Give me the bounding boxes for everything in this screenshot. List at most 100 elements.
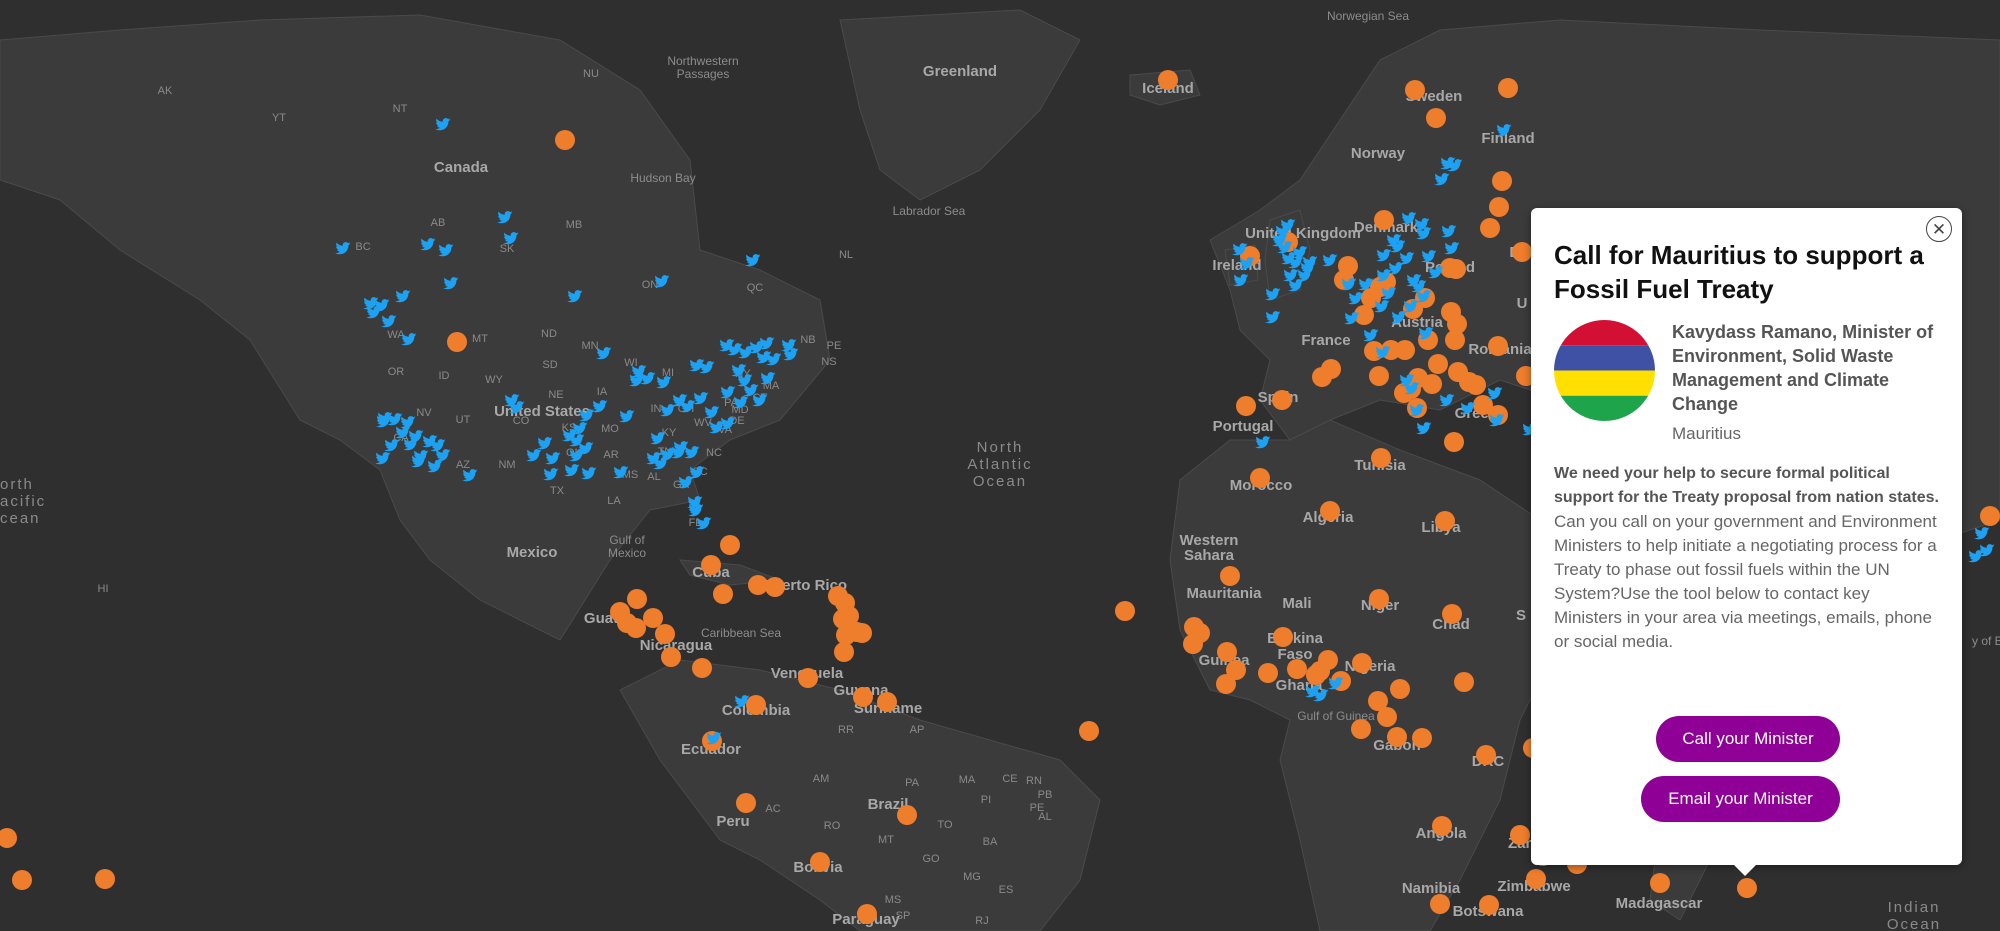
twitter-icon[interactable] — [749, 341, 765, 354]
twitter-icon[interactable] — [567, 290, 583, 303]
minister-marker[interactable] — [1480, 218, 1500, 238]
twitter-icon[interactable] — [1288, 279, 1304, 292]
twitter-icon[interactable] — [1376, 269, 1392, 282]
twitter-icon[interactable] — [1440, 157, 1456, 170]
twitter-icon[interactable] — [438, 244, 454, 257]
minister-marker[interactable] — [1368, 691, 1388, 711]
minister-marker[interactable] — [661, 647, 681, 667]
twitter-icon[interactable] — [1265, 288, 1281, 301]
twitter-icon[interactable] — [613, 466, 629, 479]
twitter-icon[interactable] — [430, 439, 446, 452]
twitter-icon[interactable] — [720, 386, 736, 399]
minister-marker[interactable] — [1352, 653, 1372, 673]
minister-marker[interactable] — [1079, 721, 1099, 741]
twitter-icon[interactable] — [408, 430, 424, 443]
twitter-icon[interactable] — [1414, 218, 1430, 231]
minister-marker[interactable] — [1454, 672, 1474, 692]
twitter-icon[interactable] — [443, 277, 459, 290]
twitter-icon[interactable] — [1974, 527, 1990, 540]
minister-marker[interactable] — [1287, 659, 1307, 679]
twitter-icon[interactable] — [366, 306, 382, 319]
call-minister-button[interactable]: Call your Minister — [1656, 716, 1840, 762]
twitter-icon[interactable] — [1239, 257, 1255, 270]
twitter-icon[interactable] — [766, 353, 782, 366]
twitter-icon[interactable] — [1341, 278, 1357, 291]
minister-marker[interactable] — [1354, 305, 1374, 325]
twitter-icon[interactable] — [1255, 436, 1271, 449]
twitter-icon[interactable] — [579, 409, 595, 422]
twitter-icon[interactable] — [401, 333, 417, 346]
twitter-icon[interactable] — [619, 410, 635, 423]
twitter-icon[interactable] — [1487, 387, 1503, 400]
twitter-icon[interactable] — [1275, 225, 1291, 238]
minister-marker[interactable] — [626, 618, 646, 638]
twitter-icon[interactable] — [545, 452, 561, 465]
minister-marker[interactable] — [1369, 589, 1389, 609]
twitter-icon[interactable] — [737, 374, 753, 387]
twitter-icon[interactable] — [1968, 550, 1984, 563]
twitter-icon[interactable] — [1292, 246, 1308, 259]
minister-marker[interactable] — [798, 668, 818, 688]
twitter-icon[interactable] — [1411, 280, 1427, 293]
twitter-icon[interactable] — [420, 238, 436, 251]
minister-marker[interactable] — [692, 658, 712, 678]
twitter-icon[interactable] — [1441, 225, 1457, 238]
twitter-icon[interactable] — [696, 517, 712, 530]
twitter-icon[interactable] — [376, 415, 392, 428]
twitter-icon[interactable] — [1391, 311, 1407, 324]
twitter-icon[interactable] — [1399, 374, 1415, 387]
twitter-icon[interactable] — [387, 413, 403, 426]
twitter-icon[interactable] — [497, 211, 513, 224]
twitter-icon[interactable] — [435, 449, 451, 462]
twitter-icon[interactable] — [1322, 254, 1338, 267]
twitter-icon[interactable] — [1328, 677, 1344, 690]
twitter-icon[interactable] — [687, 496, 703, 509]
minister-marker[interactable] — [1432, 816, 1452, 836]
twitter-icon[interactable] — [689, 466, 705, 479]
minister-marker[interactable] — [0, 828, 17, 848]
minister-marker[interactable] — [1390, 679, 1410, 699]
minister-marker[interactable] — [1272, 390, 1292, 410]
minister-marker[interactable] — [1236, 396, 1256, 416]
twitter-icon[interactable] — [656, 376, 672, 389]
minister-marker[interactable] — [1320, 501, 1340, 521]
twitter-icon[interactable] — [734, 695, 750, 708]
minister-marker[interactable] — [1273, 627, 1293, 647]
minister-marker[interactable] — [1479, 895, 1499, 915]
minister-marker[interactable] — [1442, 604, 1462, 624]
minister-marker[interactable] — [701, 555, 721, 575]
twitter-icon[interactable] — [684, 446, 700, 459]
twitter-icon[interactable] — [783, 348, 799, 361]
twitter-icon[interactable] — [1399, 252, 1415, 265]
twitter-icon[interactable] — [503, 232, 519, 245]
minister-marker[interactable] — [1459, 372, 1479, 392]
minister-marker[interactable] — [1446, 259, 1466, 279]
minister-marker[interactable] — [1220, 566, 1240, 586]
minister-marker[interactable] — [655, 624, 675, 644]
minister-marker[interactable] — [1488, 336, 1508, 356]
twitter-icon[interactable] — [1265, 311, 1281, 324]
minister-marker[interactable] — [1430, 894, 1450, 914]
minister-marker[interactable] — [1445, 330, 1465, 350]
minister-marker[interactable] — [1498, 78, 1518, 98]
twitter-icon[interactable] — [640, 372, 656, 385]
twitter-icon[interactable] — [1421, 250, 1437, 263]
minister-marker[interactable] — [555, 130, 575, 150]
minister-marker[interactable] — [1980, 506, 2000, 526]
twitter-icon[interactable] — [395, 426, 411, 439]
twitter-icon[interactable] — [650, 432, 666, 445]
close-icon[interactable]: ✕ — [1926, 216, 1952, 242]
twitter-icon[interactable] — [781, 339, 797, 352]
twitter-icon[interactable] — [1390, 240, 1406, 253]
twitter-icon[interactable] — [564, 464, 580, 477]
twitter-icon[interactable] — [760, 372, 776, 385]
twitter-icon[interactable] — [672, 394, 688, 407]
twitter-icon[interactable] — [1305, 685, 1321, 698]
twitter-icon[interactable] — [1979, 544, 1995, 557]
minister-marker[interactable] — [834, 642, 854, 662]
minister-marker[interactable] — [1258, 663, 1278, 683]
twitter-icon[interactable] — [1302, 256, 1318, 269]
twitter-icon[interactable] — [526, 449, 542, 462]
twitter-icon[interactable] — [596, 347, 612, 360]
twitter-icon[interactable] — [673, 441, 689, 454]
